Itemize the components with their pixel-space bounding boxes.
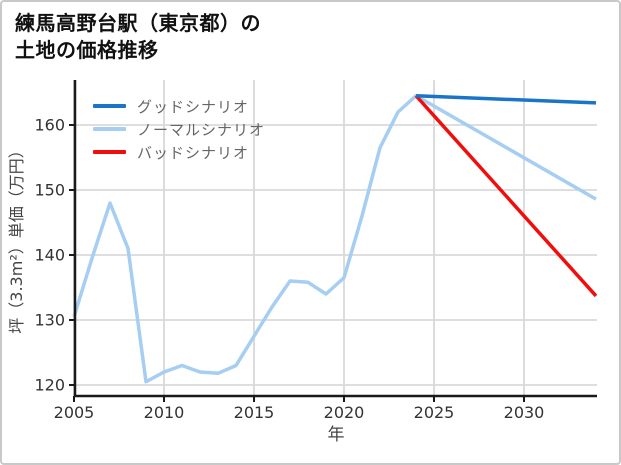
bad-scenario-line-icon xyxy=(93,150,126,154)
x-axis-title: 年 xyxy=(328,425,345,445)
legend-label: ノーマルシナリオ xyxy=(137,120,266,139)
y-axis-title: 坪（3.3m²）単価（万円） xyxy=(7,142,26,333)
y-tick-label: 140 xyxy=(34,246,65,265)
x-tick-label: 2010 xyxy=(144,403,185,422)
normal-scenario-line-icon xyxy=(93,127,126,131)
x-tick-label: 2025 xyxy=(414,403,455,422)
x-tick-label: 2005 xyxy=(54,403,95,422)
legend-label: グッドシナリオ xyxy=(137,97,250,116)
series-line-ノーマルシナリオ xyxy=(72,94,597,384)
y-tick-label: 130 xyxy=(34,311,65,330)
chart-title-line-1: 練馬高野台駅（東京都）の xyxy=(15,11,261,35)
y-tick-label: 150 xyxy=(34,181,65,200)
chart-legend: グッドシナリオ ノーマルシナリオ バッドシナリオ xyxy=(93,97,266,162)
x-tick-label: 2020 xyxy=(324,403,365,422)
x-tick-label: 2030 xyxy=(504,403,545,422)
legend-label: バッドシナリオ xyxy=(137,143,250,162)
legend-item-normal-scenario: ノーマルシナリオ xyxy=(93,120,266,139)
y-tick-label: 120 xyxy=(34,376,65,395)
chart-title: 練馬高野台駅（東京都）の 土地の価格推移 xyxy=(15,10,261,64)
x-tick-label: 2015 xyxy=(234,403,275,422)
legend-item-good-scenario: グッドシナリオ xyxy=(93,97,265,116)
chart-title-line-2: 土地の価格推移 xyxy=(15,38,159,62)
good-scenario-line-icon xyxy=(93,104,126,108)
series-line-バッドシナリオ xyxy=(414,94,598,298)
legend-item-bad-scenario: バッドシナリオ xyxy=(93,143,265,162)
y-tick-label: 160 xyxy=(34,116,65,135)
series-line-グッドシナリオ xyxy=(415,94,597,105)
